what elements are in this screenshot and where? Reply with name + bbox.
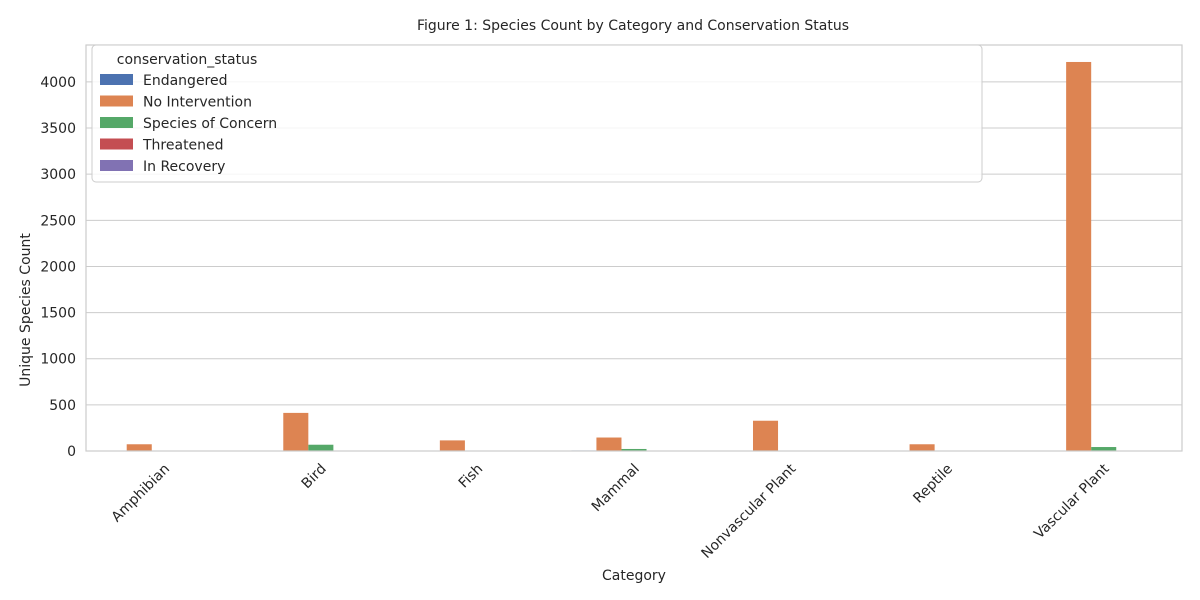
legend-title: conservation_status (117, 52, 258, 68)
bar (1066, 61, 1092, 451)
y-tick-label: 500 (49, 398, 76, 414)
x-tick-label: Mammal (589, 461, 643, 515)
legend-label: Endangered (143, 73, 228, 89)
legend-items: Endangered No Intervention Species of Conc… (100, 73, 277, 175)
bars (101, 61, 1142, 451)
y-axis-label: Unique Species Count (18, 233, 34, 387)
legend-label: No Intervention (143, 95, 252, 111)
y-tick-label: 3000 (40, 167, 76, 183)
bar (621, 448, 647, 451)
x-tick-label: Nonvascular Plant (699, 461, 800, 562)
bar (308, 444, 334, 451)
legend: conservation_status Endangered No Interve… (91, 44, 983, 183)
legend-swatch (100, 160, 133, 171)
x-axis-label: Category (602, 568, 666, 584)
y-tick-label: 0 (67, 444, 76, 460)
bar (909, 444, 935, 451)
x-tick-label: Bird (299, 461, 330, 492)
chart-title: Figure 1: Species Count by Category and … (417, 18, 849, 34)
legend-swatch (100, 95, 133, 107)
bar (752, 420, 779, 451)
legend-label: Threatened (142, 138, 224, 154)
legend-label: In Recovery (143, 159, 225, 175)
x-tick-label: Vascular Plant (1031, 461, 1113, 543)
y-tick-label: 1000 (40, 352, 76, 368)
y-tick-label: 2000 (40, 259, 76, 275)
x-tick-label: Reptile (910, 461, 956, 507)
bar (283, 412, 309, 451)
bar (596, 437, 622, 451)
legend-swatch (100, 117, 133, 128)
legend-frame (91, 44, 983, 183)
bar (1091, 447, 1117, 451)
y-tick-label: 2500 (40, 213, 76, 229)
legend-swatch (100, 74, 133, 85)
x-tick-label: Amphibian (109, 461, 173, 525)
bar (439, 440, 465, 451)
y-tick-label: 4000 (40, 75, 76, 91)
legend-label: Species of Concern (143, 116, 277, 132)
legend-swatch (100, 138, 133, 150)
y-tick-label: 3500 (40, 121, 76, 137)
bar (126, 444, 152, 451)
x-tick-label: Fish (456, 461, 486, 491)
y-tick-label: 1500 (40, 306, 76, 322)
